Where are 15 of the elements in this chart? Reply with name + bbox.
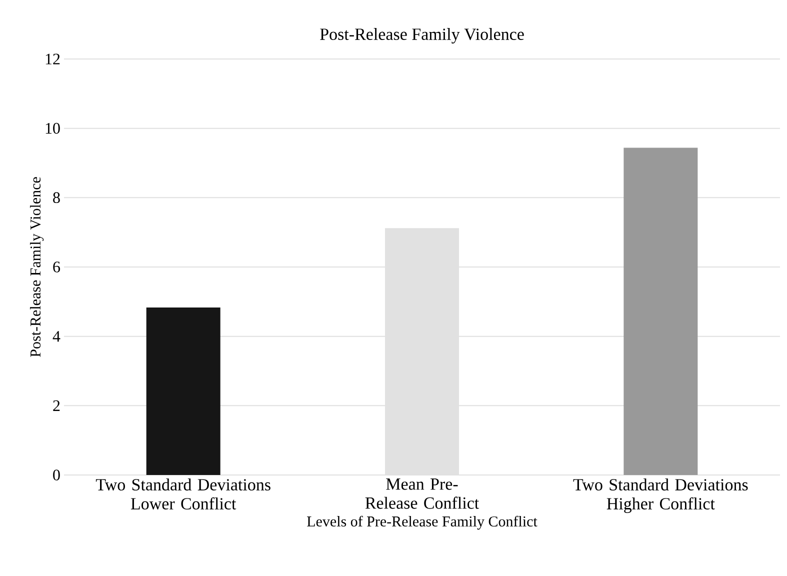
chart-title: Post-Release Family Violence [320,28,524,44]
y-tick-label: 2 [53,400,60,411]
x-axis-title: Levels of Pre-Release Family Conflict [307,516,538,530]
y-tick-label: 12 [46,54,60,64]
x-tick-label: Two Standard Deviations Lower Conflict [96,478,270,510]
y-tick-label: 0 [53,470,60,480]
y-tick-label: 8 [53,192,60,204]
y-tick-label: 6 [53,262,60,272]
y-tick-label: 10 [46,122,60,134]
x-tick-label: Mean Pre-Release Conflict [365,478,480,509]
bar [146,308,220,475]
x-tick-label: Two Standard Deviations Higher Conflict [573,478,748,513]
bar [624,148,698,475]
y-axis-title: Post-Release Family Violence [30,177,44,357]
y-tick-label: 4 [52,331,60,342]
